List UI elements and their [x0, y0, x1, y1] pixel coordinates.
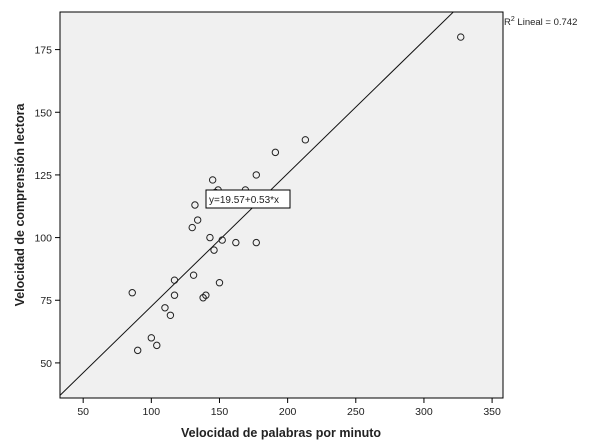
data-point [128, 289, 136, 297]
data-point [193, 216, 202, 224]
regression-line [60, 12, 455, 396]
data-point [189, 271, 198, 279]
data-point [271, 148, 280, 157]
data-point [170, 276, 179, 284]
y-tick-label: 125 [34, 170, 52, 182]
y-tick-label: 75 [40, 295, 52, 307]
data-point [218, 236, 226, 244]
x-tick-label: 300 [415, 406, 433, 418]
data-point [215, 279, 224, 287]
r-squared-label: R2 Lineal = 0.742 [504, 16, 577, 28]
equation-label: y=19.57+0.53*x [209, 195, 279, 206]
data-point [147, 334, 156, 342]
data-point [301, 136, 310, 144]
x-tick-label: 200 [279, 406, 297, 418]
data-point [188, 223, 196, 232]
data-point [191, 201, 199, 209]
data-point [210, 246, 218, 254]
equation-box [205, 189, 291, 209]
x-tick-label: 50 [77, 406, 89, 418]
data-point [133, 346, 142, 355]
y-axis-title: Velocidad de comprensión lectora [13, 103, 27, 307]
x-axis-title: Velocidad de palabras por minuto [181, 426, 381, 440]
data-point [206, 233, 214, 242]
data-point [252, 171, 260, 179]
y-tick-label: 175 [34, 45, 52, 57]
data-point [170, 291, 179, 299]
x-tick-label: 350 [483, 406, 501, 418]
x-tick-label: 250 [347, 406, 365, 418]
x-tick-label: 150 [211, 406, 229, 418]
y-tick-label: 100 [34, 233, 52, 245]
data-point [208, 176, 217, 184]
y-tick-label: 50 [40, 358, 52, 370]
x-tick-label: 100 [143, 406, 161, 418]
y-tick-label: 150 [34, 107, 52, 119]
data-point [232, 238, 240, 247]
data-point [202, 291, 210, 299]
data-point [153, 341, 161, 350]
data-point [457, 33, 465, 41]
data-point [166, 311, 175, 319]
data-point [161, 304, 169, 312]
data-point [252, 238, 260, 247]
